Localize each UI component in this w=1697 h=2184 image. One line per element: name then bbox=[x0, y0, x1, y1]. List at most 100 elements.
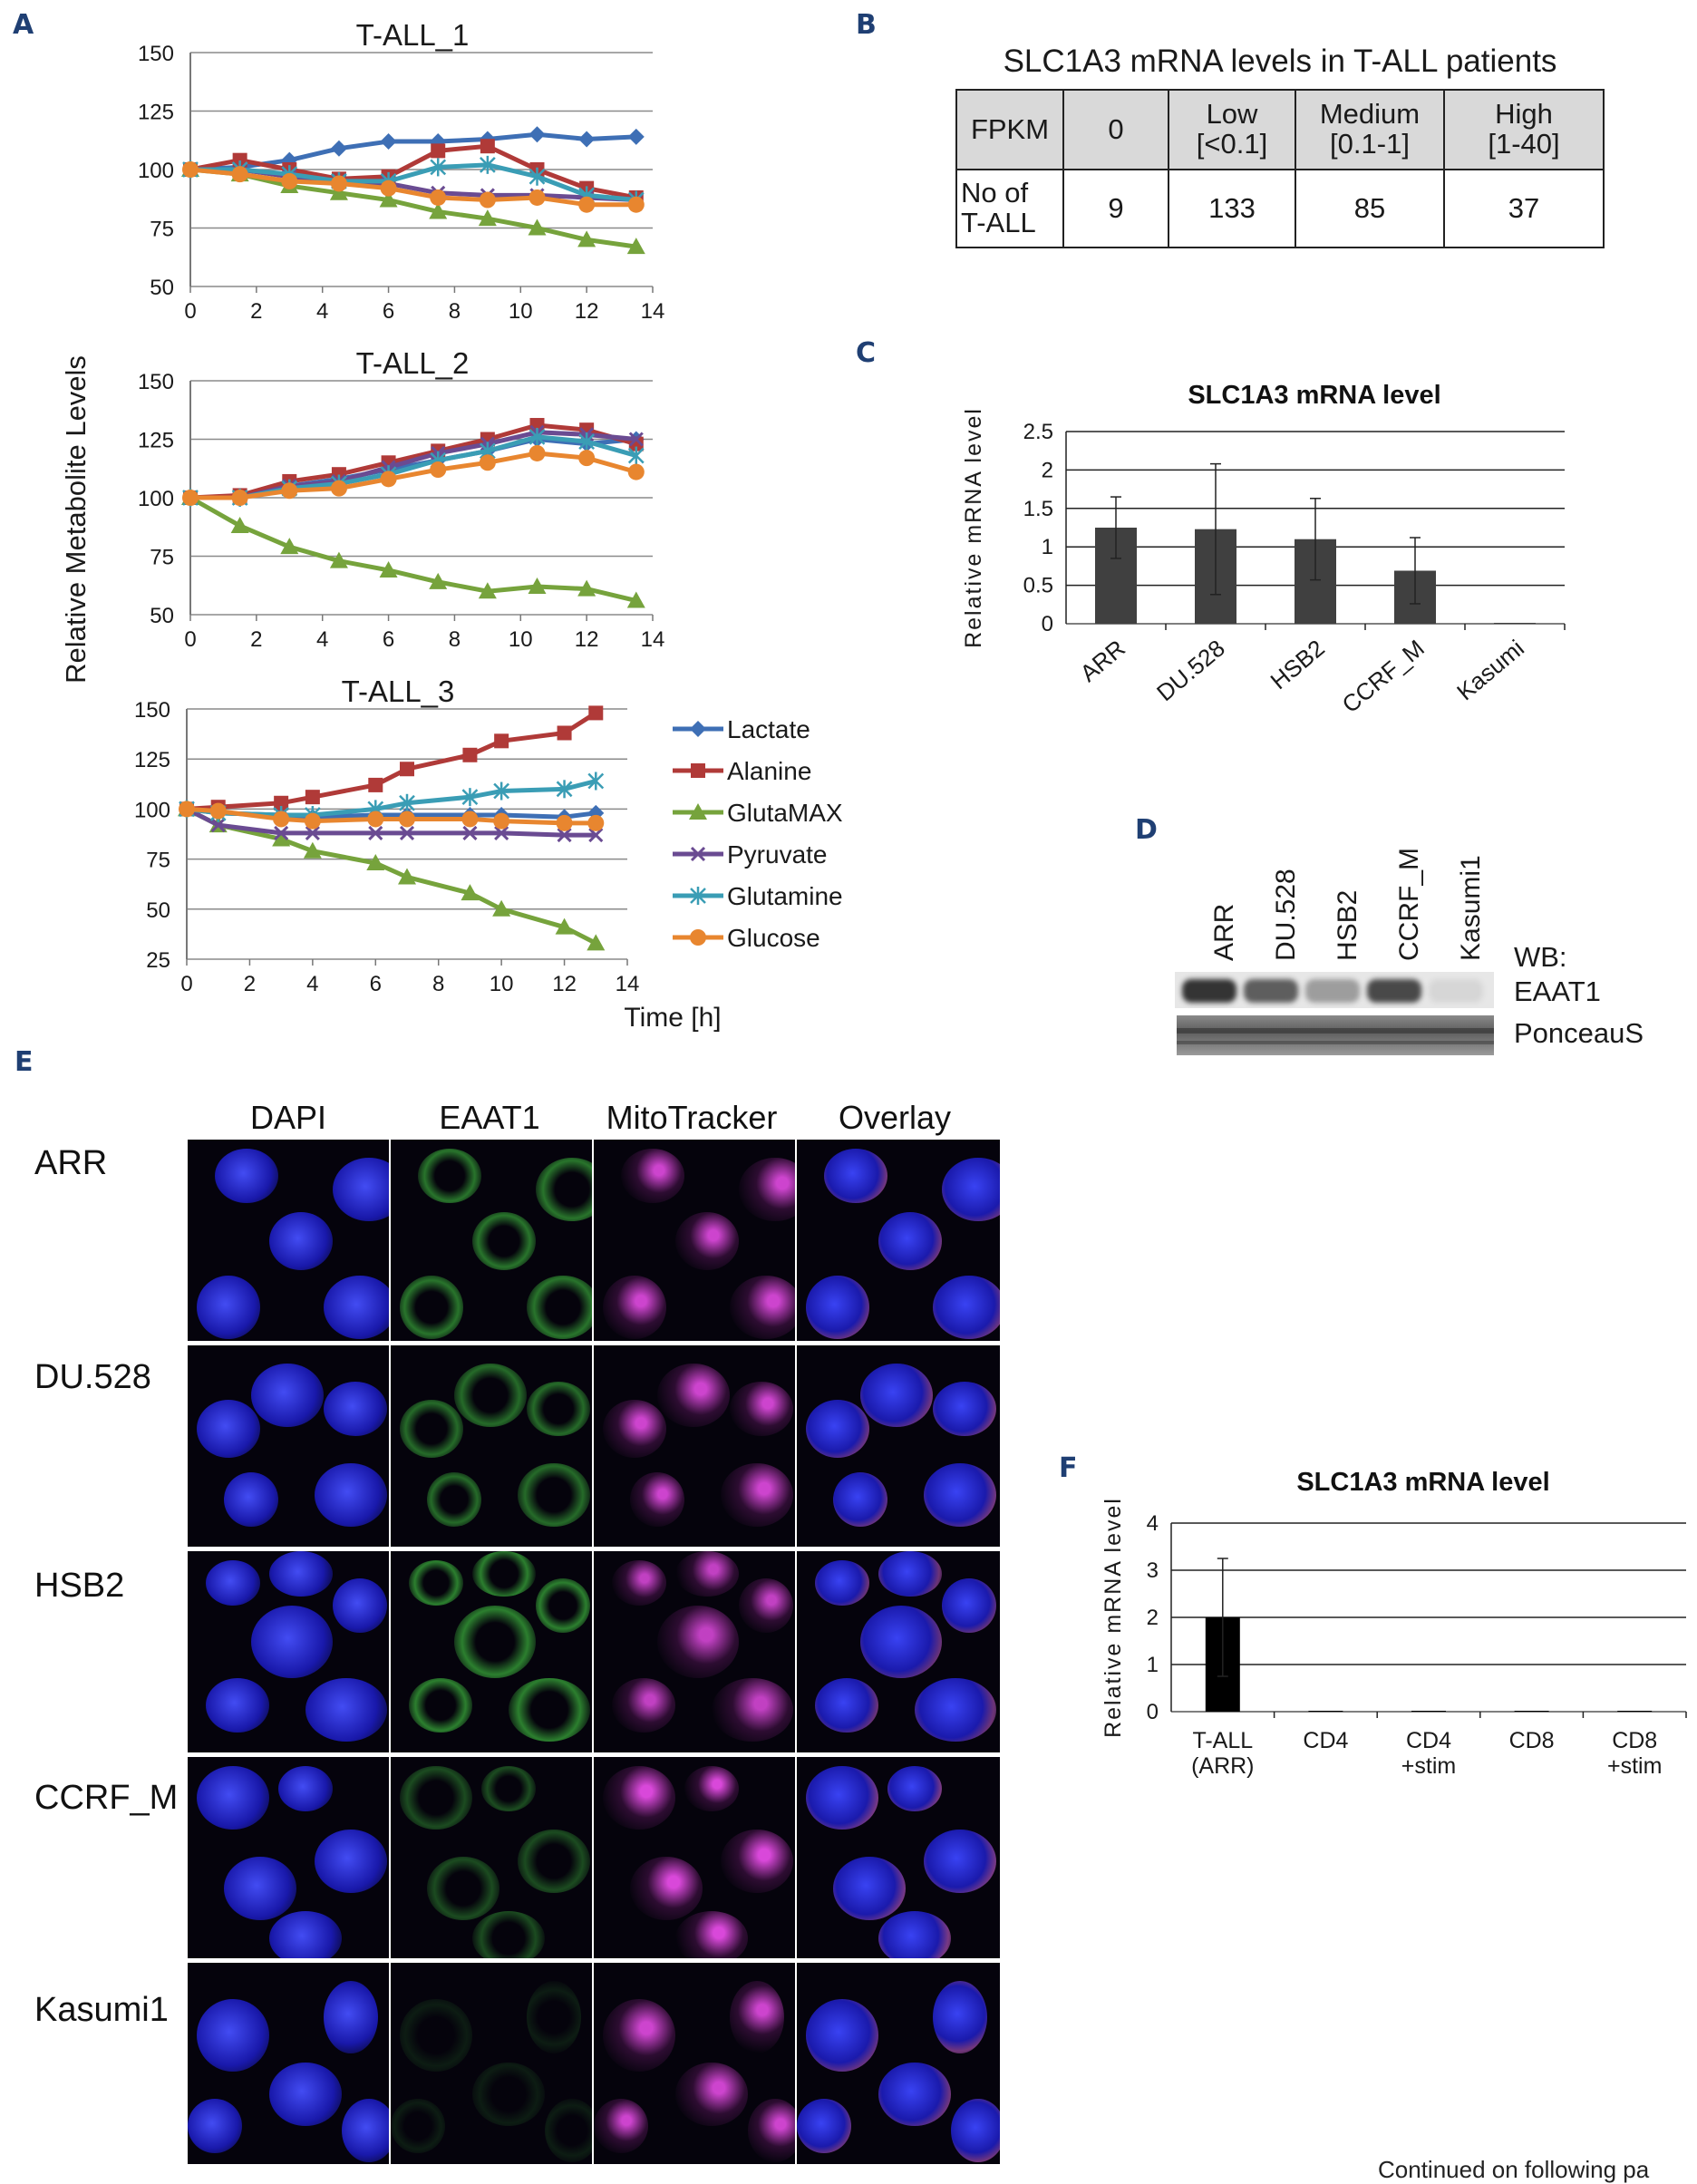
row-label-arr: ARR bbox=[34, 1144, 108, 1182]
panel-a-ylabel: Relative Metabolite Levels bbox=[60, 355, 92, 684]
x-tick-label: 0 bbox=[180, 972, 192, 996]
x-tick-label: 14 bbox=[616, 972, 640, 996]
data-point-glucose bbox=[430, 189, 447, 206]
cell-blob bbox=[472, 1911, 545, 1958]
data-point-glucose bbox=[587, 814, 605, 831]
micrograph-eaat1 bbox=[391, 1757, 592, 1958]
cell-blob bbox=[630, 1857, 703, 1920]
micrograph-overlay bbox=[797, 1140, 1000, 1341]
cell-blob bbox=[878, 2063, 951, 2126]
x-tick-label: DU.528 bbox=[1151, 635, 1230, 707]
cell-blob bbox=[824, 1149, 887, 1203]
cell-blob bbox=[657, 1606, 739, 1678]
data-point-glucose bbox=[461, 811, 479, 828]
cell-blob bbox=[721, 1830, 793, 1893]
y-tick-label: 150 bbox=[138, 370, 174, 394]
y-tick-label: 50 bbox=[150, 276, 174, 300]
y-tick-label: 100 bbox=[138, 159, 174, 183]
band-row-eaat1 bbox=[1175, 972, 1494, 1008]
cell-blob bbox=[612, 1678, 675, 1733]
cell-blob bbox=[933, 1981, 987, 2053]
micrograph-mito bbox=[594, 1963, 795, 2164]
series-line-glutamine bbox=[190, 162, 637, 203]
data-point-glutamax bbox=[303, 841, 322, 859]
x-tick-label: 4 bbox=[316, 299, 328, 324]
x-tick-label: 2 bbox=[250, 299, 262, 324]
data-point-glucose bbox=[367, 811, 384, 828]
micrograph-overlay bbox=[797, 1551, 1000, 1752]
cell-blob bbox=[518, 1830, 590, 1893]
data-point-glutamine bbox=[556, 780, 573, 799]
data-point-glutamax bbox=[329, 551, 348, 568]
chart-title: T-ALL_2 bbox=[356, 346, 470, 380]
y-tick-label: 0 bbox=[1042, 612, 1053, 636]
cell-blob bbox=[197, 1766, 269, 1830]
cell-blob bbox=[206, 1678, 269, 1733]
x-tick-label: 12 bbox=[552, 972, 577, 996]
legend-label: Glutamine bbox=[727, 882, 843, 910]
ponceaus-band-label: PonceauS bbox=[1514, 1017, 1644, 1049]
chart-title: SLC1A3 mRNA level bbox=[1296, 1468, 1549, 1497]
cell-blob bbox=[324, 1382, 387, 1436]
data-point-glutamax bbox=[478, 209, 497, 227]
cell-blob bbox=[427, 1472, 481, 1527]
y-tick-label: 75 bbox=[150, 546, 174, 570]
x-tick-label: CD4 bbox=[1406, 1728, 1451, 1753]
data-point-glutamine bbox=[528, 427, 546, 446]
x-tick-label: +stim bbox=[1401, 1753, 1456, 1779]
cell-blob bbox=[251, 1364, 324, 1427]
cell-blob bbox=[739, 1158, 795, 1221]
cell-blob bbox=[712, 1678, 793, 1742]
data-point-pyruvate bbox=[557, 828, 572, 843]
y-tick-label: 3 bbox=[1147, 1558, 1159, 1583]
cell-blob bbox=[400, 1276, 463, 1339]
cell-blob bbox=[933, 1276, 1000, 1339]
data-point-pyruvate bbox=[305, 825, 320, 840]
x-tick-label: 2 bbox=[244, 972, 256, 996]
cell-blob bbox=[942, 1158, 1000, 1221]
cell-blob bbox=[630, 1472, 684, 1527]
cell-blob bbox=[730, 1382, 793, 1436]
data-point-glucose bbox=[528, 189, 546, 206]
cell-blob bbox=[815, 1678, 878, 1733]
panel-label-c: C bbox=[856, 337, 877, 369]
series-line-alanine bbox=[186, 711, 597, 811]
data-point-alanine bbox=[494, 733, 509, 749]
data-point-pyruvate bbox=[368, 825, 383, 840]
x-tick-label: CD8 bbox=[1612, 1728, 1657, 1753]
table-header-cell: Medium [0.1-1] bbox=[1295, 89, 1445, 170]
cell-blob bbox=[915, 1678, 996, 1742]
data-point-glucose bbox=[231, 490, 248, 506]
data-point-pyruvate bbox=[588, 828, 604, 843]
cell-blob bbox=[675, 1911, 748, 1958]
x-tick-label: 10 bbox=[509, 627, 533, 652]
y-tick-label: 100 bbox=[134, 798, 170, 822]
cell-blob bbox=[400, 1400, 463, 1458]
table-header-cell: FPKM bbox=[955, 89, 1064, 170]
table-cell: 85 bbox=[1295, 169, 1445, 248]
y-tick-label: 75 bbox=[146, 849, 170, 873]
x-tick-label: 12 bbox=[575, 299, 599, 324]
lane-label: CCRF_M bbox=[1394, 848, 1424, 961]
x-tick-label: 4 bbox=[306, 972, 318, 996]
cell-blob bbox=[878, 1551, 942, 1597]
data-point-glucose bbox=[430, 461, 447, 479]
series-line-glucose bbox=[186, 806, 596, 826]
cell-blob bbox=[603, 1999, 675, 2072]
cell-blob bbox=[197, 1400, 260, 1458]
micrograph-dapi bbox=[188, 1140, 389, 1341]
data-point-glutamax bbox=[429, 202, 448, 219]
data-point-lactate bbox=[380, 133, 397, 150]
cell-blob bbox=[481, 1766, 536, 1811]
y-tick-label: 1 bbox=[1147, 1653, 1159, 1677]
micrograph-mito bbox=[594, 1140, 795, 1341]
data-point-alanine bbox=[557, 725, 572, 741]
table-header-cell: Low [<0.1] bbox=[1168, 89, 1296, 170]
line-chart-3: 25 50 75 100 125 150 0 2 4 6 8 10 12 14 T-ALL_3 bbox=[134, 675, 639, 996]
band-row-ponceau bbox=[1177, 1015, 1494, 1055]
cell-blob bbox=[887, 1766, 942, 1811]
data-point-glutamax bbox=[626, 238, 645, 255]
x-tick-label: 8 bbox=[449, 627, 461, 652]
y-axis-label: Relative mRNA level bbox=[961, 407, 986, 648]
data-point-glucose bbox=[627, 196, 645, 213]
